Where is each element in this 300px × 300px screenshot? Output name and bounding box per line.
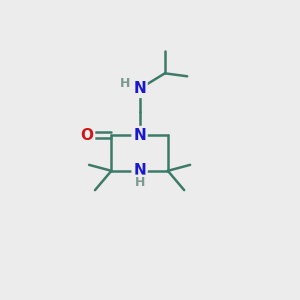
Text: O: O (80, 128, 94, 142)
Text: N: N (133, 81, 146, 96)
Text: N: N (133, 128, 146, 142)
Text: N: N (133, 163, 146, 178)
Text: H: H (134, 176, 145, 189)
Text: H: H (120, 77, 130, 90)
